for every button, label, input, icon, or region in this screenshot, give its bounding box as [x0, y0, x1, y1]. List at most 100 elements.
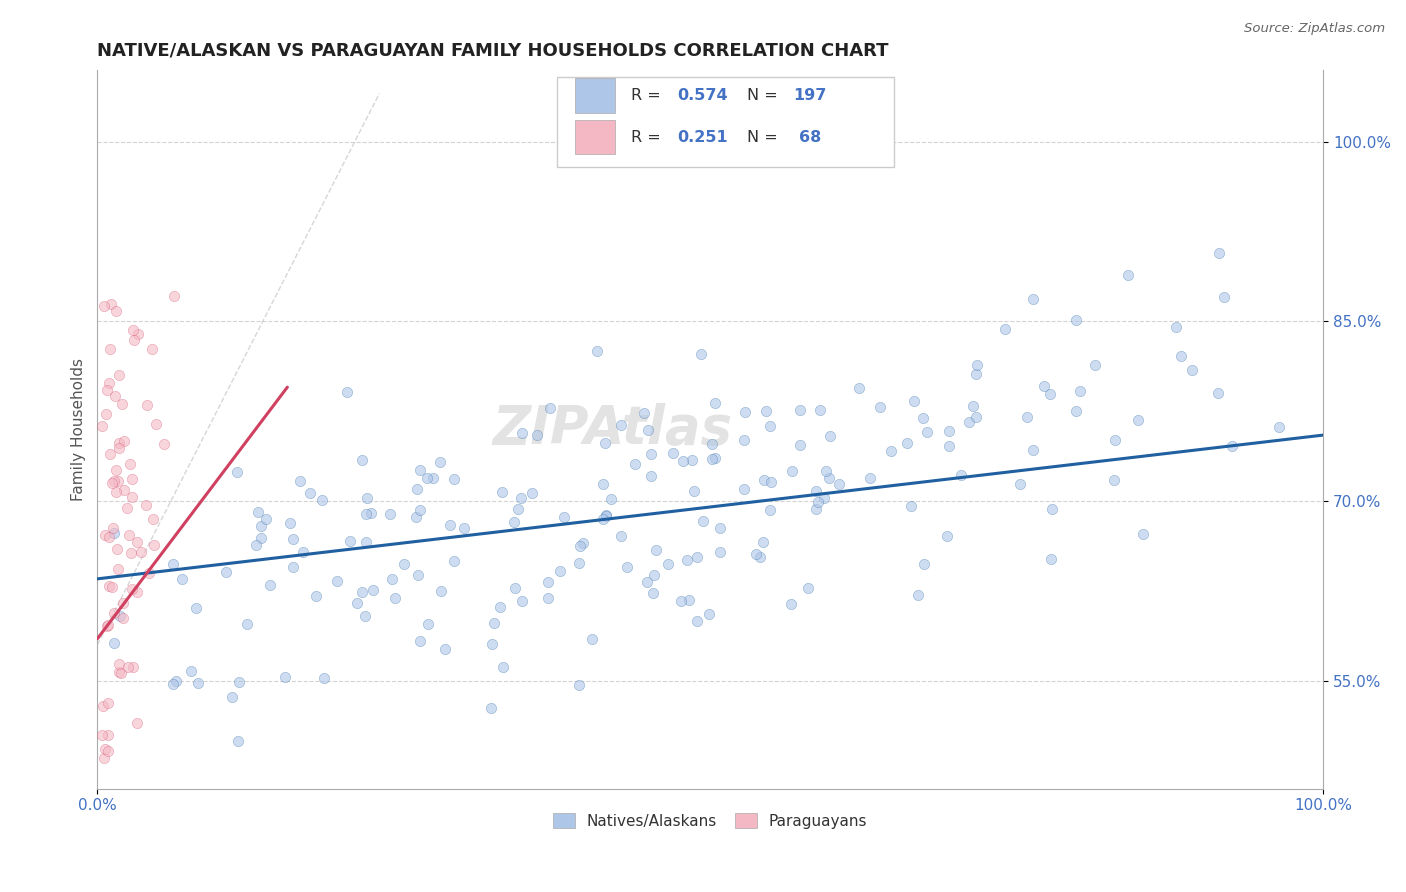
FancyBboxPatch shape [557, 77, 894, 167]
Point [592, 476, 614, 491]
Point [938, 424, 960, 438]
Point [409, 502, 432, 516]
Point [127, 327, 149, 342]
Point [912, 558, 935, 572]
Point [569, 539, 592, 553]
Point [236, 617, 259, 632]
Point [633, 406, 655, 420]
Point [568, 678, 591, 692]
Point [697, 607, 720, 622]
Point [672, 454, 695, 468]
Point [1022, 442, 1045, 457]
Point [225, 465, 247, 479]
Point [274, 670, 297, 684]
Point [581, 632, 603, 646]
Point [152, 436, 174, 450]
Point [361, 583, 384, 598]
Point [96, 618, 118, 632]
Point [305, 589, 328, 603]
Point [610, 417, 633, 432]
FancyBboxPatch shape [575, 78, 614, 112]
Text: N =: N = [747, 129, 783, 145]
Point [640, 469, 662, 483]
Point [111, 596, 134, 610]
Point [105, 463, 128, 477]
Point [755, 403, 778, 417]
Point [416, 616, 439, 631]
Point [595, 508, 617, 522]
Point [616, 560, 638, 574]
Text: NATIVE/ALASKAN VS PARAGUAYAN FAMILY HOUSEHOLDS CORRELATION CHART: NATIVE/ALASKAN VS PARAGUAYAN FAMILY HOUS… [97, 42, 889, 60]
Point [548, 564, 571, 578]
Point [709, 544, 731, 558]
Point [145, 417, 167, 431]
Point [804, 502, 827, 516]
Point [429, 455, 451, 469]
Legend: Natives/Alaskans, Paraguayans: Natives/Alaskans, Paraguayans [547, 807, 873, 835]
Point [114, 434, 136, 448]
Point [848, 381, 870, 395]
Point [163, 289, 186, 303]
Point [950, 468, 973, 483]
Point [1164, 319, 1187, 334]
Point [869, 400, 891, 414]
Text: Source: ZipAtlas.com: Source: ZipAtlas.com [1244, 22, 1385, 36]
Point [733, 433, 755, 447]
Point [409, 463, 432, 477]
Point [859, 471, 882, 485]
FancyBboxPatch shape [575, 120, 614, 154]
Point [1022, 292, 1045, 306]
Point [101, 580, 124, 594]
Point [553, 509, 575, 524]
Point [1208, 246, 1230, 260]
Point [120, 546, 142, 560]
Point [571, 536, 593, 550]
Point [127, 534, 149, 549]
Point [780, 597, 803, 611]
Point [443, 472, 465, 486]
Point [360, 506, 382, 520]
Point [108, 657, 131, 671]
Point [439, 518, 461, 533]
Point [734, 405, 756, 419]
Point [806, 495, 828, 509]
Point [288, 474, 311, 488]
Point [759, 475, 782, 490]
Point [94, 742, 117, 756]
Point [110, 609, 132, 624]
Point [509, 491, 531, 505]
Point [143, 538, 166, 552]
Point [103, 607, 125, 621]
Point [1084, 358, 1107, 372]
Point [380, 508, 402, 522]
Point [1181, 363, 1204, 377]
Point [98, 343, 121, 357]
Point [122, 660, 145, 674]
Point [121, 472, 143, 486]
Point [676, 553, 699, 567]
Point [637, 423, 659, 437]
Point [135, 498, 157, 512]
Point [526, 427, 548, 442]
Point [503, 515, 526, 529]
Point [125, 585, 148, 599]
Point [752, 473, 775, 487]
Point [1104, 433, 1126, 447]
Text: N =: N = [747, 88, 783, 103]
Point [354, 507, 377, 521]
Point [1039, 387, 1062, 401]
Point [392, 557, 415, 571]
Point [806, 484, 828, 499]
Point [107, 474, 129, 488]
Point [103, 389, 125, 403]
Point [278, 516, 301, 531]
Point [416, 471, 439, 485]
Point [506, 502, 529, 516]
Point [111, 397, 134, 411]
Point [93, 751, 115, 765]
Point [896, 436, 918, 450]
Point [568, 557, 591, 571]
Point [643, 568, 665, 582]
Point [644, 543, 666, 558]
Point [254, 512, 277, 526]
